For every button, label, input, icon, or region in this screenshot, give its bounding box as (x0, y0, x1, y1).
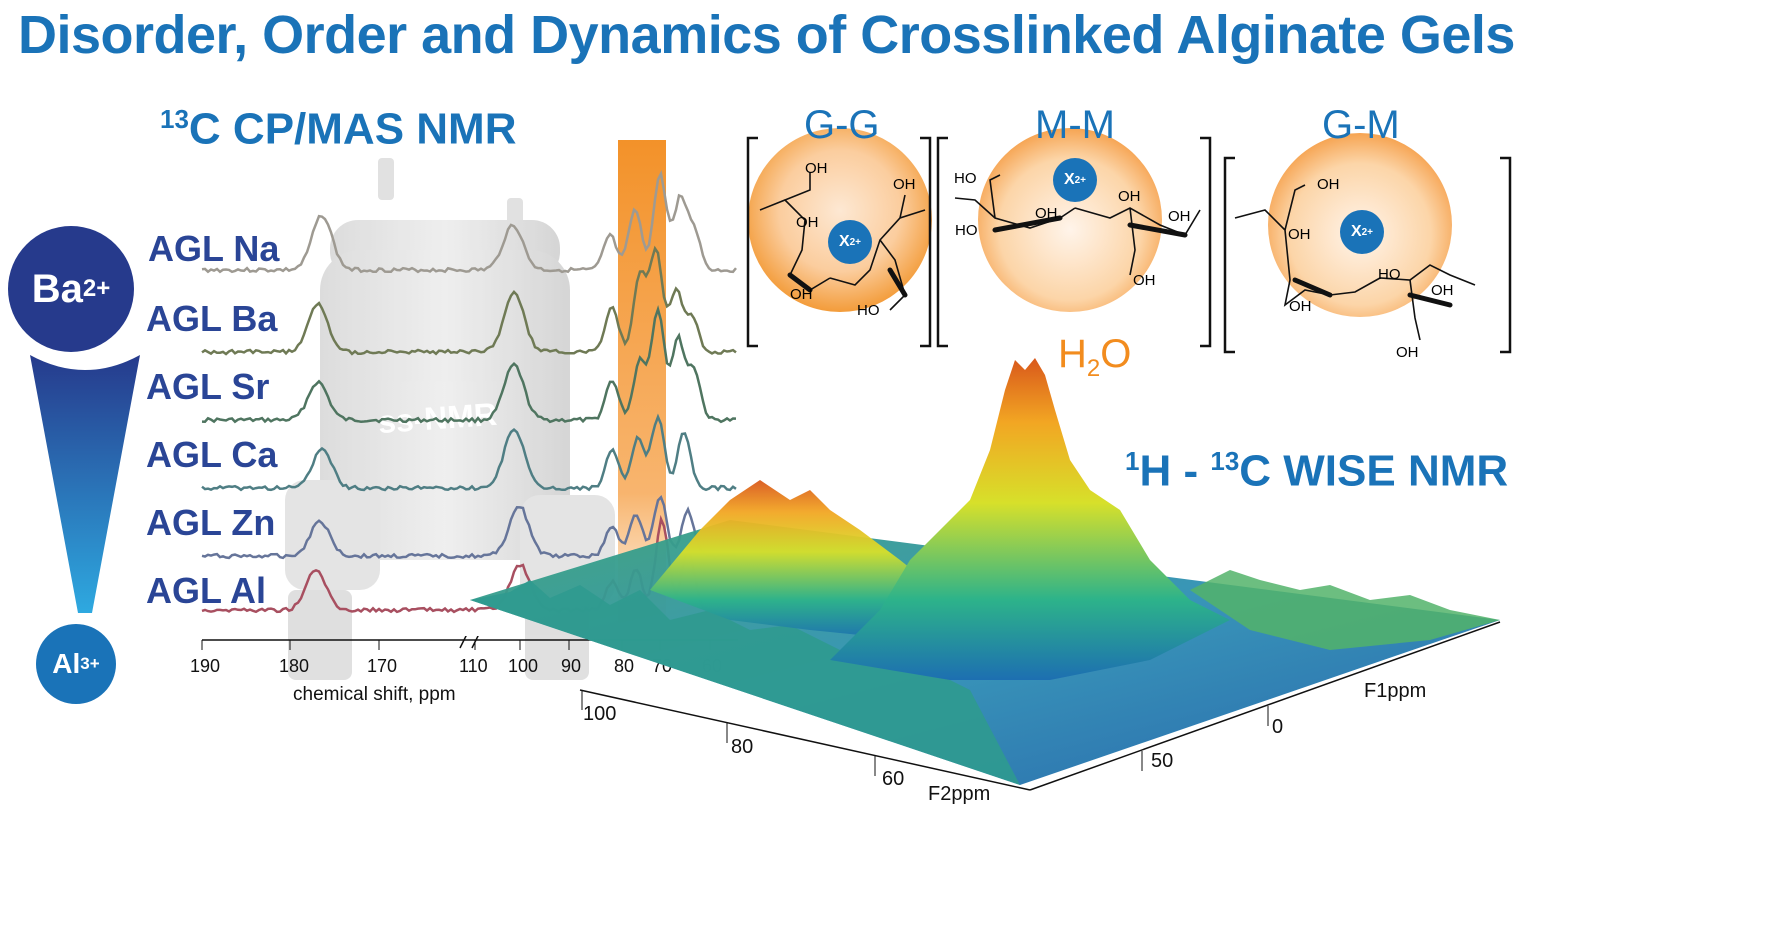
sample-label-ca: AGL Ca (146, 434, 278, 475)
chem-gg-oh-4: OH (893, 176, 916, 193)
axis-tick-110: 110 (459, 656, 488, 676)
water-h: H (1058, 332, 1087, 376)
cp-mas-title: 13C CP/MAS NMR (160, 104, 516, 155)
cp-mas-isotope: 13 (160, 104, 189, 134)
gg-sphere (748, 128, 932, 312)
chem-gm-ho: HO (1378, 266, 1401, 283)
chem-mm-ho-2: HO (955, 222, 978, 239)
f2-tick-80: 80 (731, 736, 754, 758)
block-label-gg: G-G (804, 103, 880, 147)
block-label-gm: G-M (1322, 103, 1400, 147)
chem-gm-oh-1: OH (1317, 176, 1340, 193)
f1-tick-0: 0 (1272, 716, 1284, 738)
ion-gradient-wedge (30, 355, 140, 613)
barium-symbol: Ba (31, 266, 83, 311)
chem-mm-ho-1: HO (954, 170, 977, 187)
ion-marker-gm: X 2+ (1340, 210, 1384, 254)
spectrum-trace (201, 495, 737, 560)
aluminium-charge: 3+ (80, 654, 100, 673)
chem-mm-oh-1: OH (1035, 205, 1058, 222)
axis-tick-170: 170 (367, 656, 398, 676)
f2-tick-60: 60 (882, 768, 905, 790)
mm-sphere (978, 128, 1162, 312)
f1-axis-label: F1ppm (1364, 680, 1427, 702)
aluminium-symbol: Al (52, 648, 81, 679)
ion-marker-gm-symbol: X (1350, 223, 1362, 240)
chem-mm-oh-4: OH (1133, 272, 1156, 289)
spectrum-trace (201, 169, 737, 274)
ion-marker-gg-symbol: X (838, 233, 850, 250)
aluminium-ion-circle: Al 3+ (36, 624, 116, 704)
chem-gg-oh-2: OH (796, 214, 819, 231)
block-label-mm: M-M (1035, 103, 1115, 147)
barium-charge: 2+ (82, 275, 111, 302)
ion-marker-mm-charge: 2+ (1074, 174, 1087, 186)
spectrum-trace (201, 413, 737, 492)
axis-tick-180: 180 (279, 656, 310, 676)
wise-mid: H - (1139, 446, 1211, 496)
chem-gg-ho: HO (857, 302, 880, 319)
f1-tick-50: 50 (1151, 750, 1174, 772)
ion-marker-gg-charge: 2+ (849, 236, 862, 248)
wise-surface-plot (470, 358, 1501, 791)
cp-mas-text: C CP/MAS NMR (188, 104, 517, 154)
wise-text: C WISE NMR (1239, 446, 1509, 496)
chem-gm-oh-5: OH (1396, 344, 1419, 361)
water-sub: 2 (1086, 355, 1101, 382)
sample-label-sr: AGL Sr (146, 366, 270, 407)
water-label: H2O (1058, 332, 1131, 383)
axis-tick-100: 100 (508, 656, 539, 676)
sample-label-zn: AGL Zn (146, 502, 276, 543)
chem-gm-oh-2: OH (1288, 226, 1311, 243)
f2-tick-100: 100 (583, 703, 617, 725)
ion-marker-mm: X 2+ (1053, 158, 1097, 202)
ion-marker-mm-symbol: X (1063, 171, 1075, 188)
chem-gm-oh-3: OH (1431, 282, 1454, 299)
ion-marker-gg: X 2+ (828, 220, 872, 264)
wise-title: 1H - 13C WISE NMR (1125, 446, 1508, 497)
spectrum-trace (201, 304, 737, 424)
page-title: Disorder, Order and Dynamics of Crosslin… (18, 5, 1515, 65)
axis-label: chemical shift, ppm (293, 684, 456, 705)
spectrum-trace (201, 245, 737, 356)
axis-tick-80: 80 (614, 656, 635, 676)
wise-isotope-c: 13 (1210, 446, 1240, 476)
sample-label-al: AGL Al (146, 570, 267, 611)
ion-marker-gm-charge: 2+ (1361, 226, 1374, 238)
chem-mm-oh-2: OH (1118, 188, 1141, 205)
f2-axis-label: F2ppm (928, 783, 991, 805)
chem-gg-oh-3: OH (790, 286, 813, 303)
water-o: O (1100, 332, 1132, 376)
axis-tick-90: 90 (561, 656, 582, 676)
chem-mm-oh-3: OH (1168, 208, 1191, 225)
chem-gg-oh-1: OH (805, 160, 828, 177)
sample-label-na: AGL Na (148, 228, 280, 269)
chem-gm-oh-4: OH (1289, 298, 1312, 315)
sample-label-ba: AGL Ba (146, 298, 278, 339)
wise-isotope-h: 1 (1125, 446, 1140, 476)
axis-tick-190: 190 (190, 656, 221, 676)
barium-ion-circle: Ba 2+ (8, 226, 134, 352)
